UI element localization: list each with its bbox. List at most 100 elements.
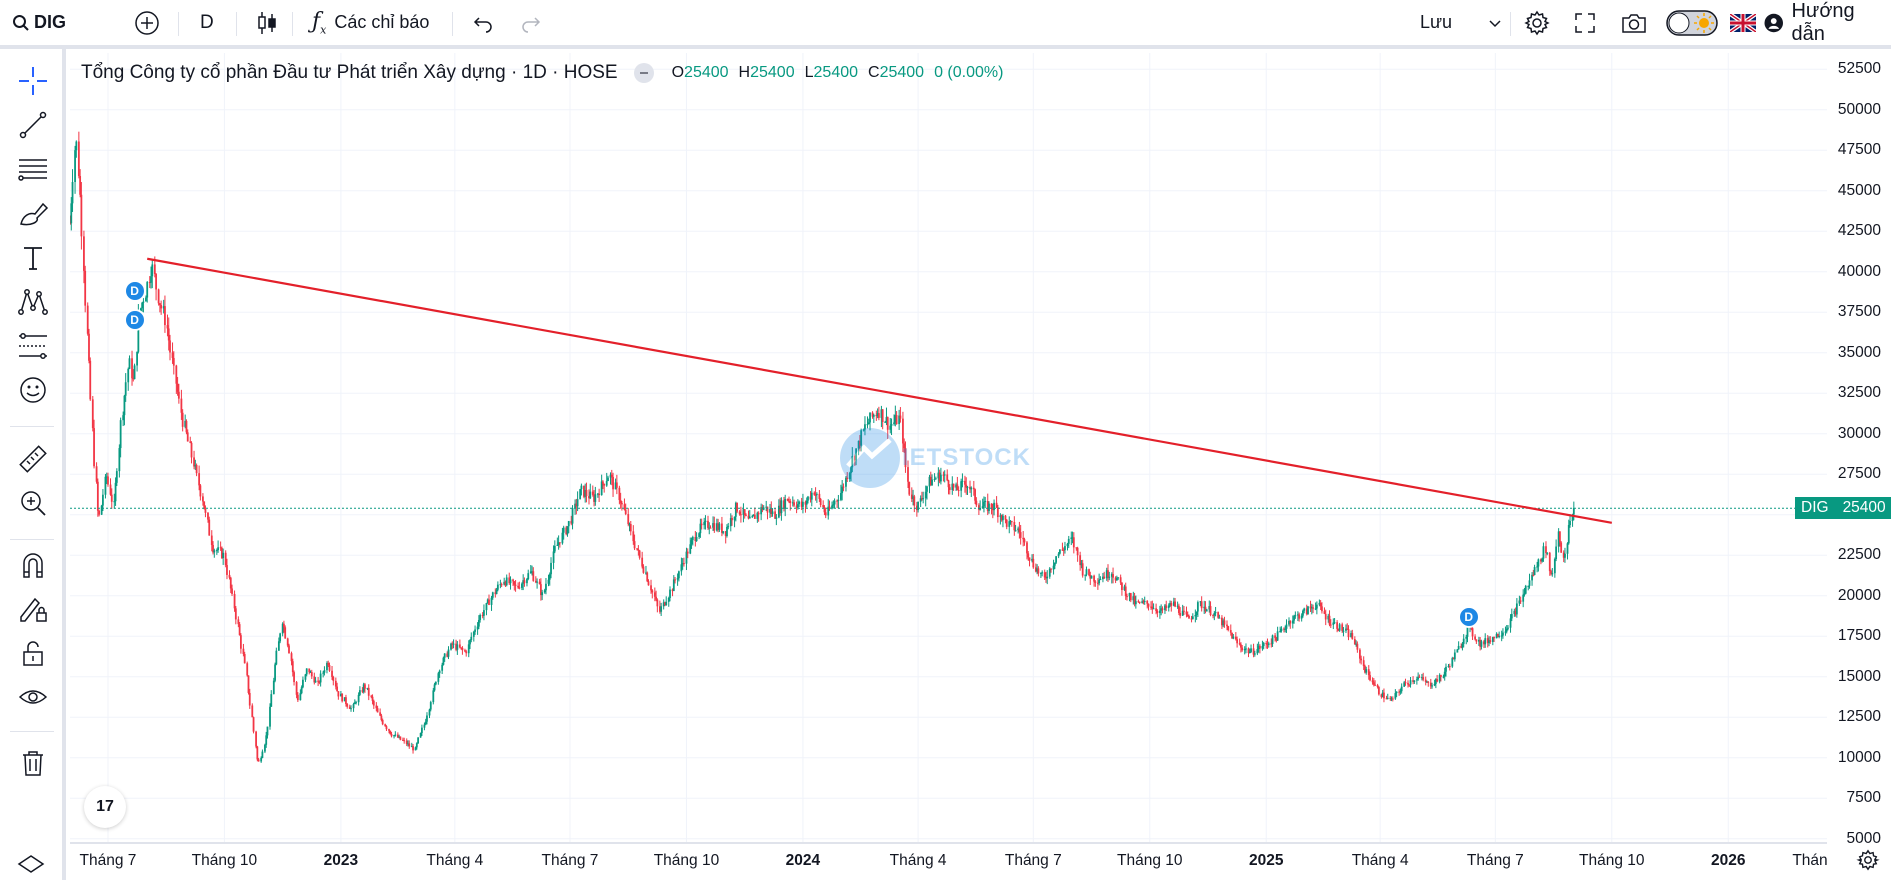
candle-body — [190, 442, 193, 458]
candle-body — [137, 313, 140, 352]
dividend-marker[interactable]: D — [123, 309, 146, 332]
candle-body — [1231, 632, 1233, 639]
candle-body — [1443, 671, 1446, 677]
candle-body — [726, 526, 728, 536]
candle-body — [1385, 698, 1388, 700]
candle-body — [753, 514, 756, 519]
candle-body — [283, 623, 285, 628]
candle-body — [605, 481, 608, 486]
candle-body — [641, 557, 644, 567]
candle-body — [964, 480, 966, 485]
legend-collapse-button[interactable] — [633, 63, 654, 83]
trendline-tool[interactable] — [14, 106, 52, 144]
delete-tool[interactable] — [14, 744, 52, 782]
time-axis[interactable]: Tháng 7 Tháng 10 2023 Tháng 4 Tháng 7 Tháng 1… — [70, 842, 1828, 880]
candle-body — [956, 484, 959, 491]
brush-tool[interactable] — [14, 195, 52, 233]
compare-button[interactable] — [134, 0, 160, 45]
candle-body — [479, 615, 482, 620]
emoji-tool[interactable] — [14, 371, 52, 409]
candle-body — [198, 473, 201, 486]
candle-body — [1169, 603, 1171, 606]
save-button[interactable]: Lưu — [1420, 0, 1502, 45]
theme-toggle[interactable] — [1666, 0, 1718, 45]
crosshair-tool[interactable] — [14, 62, 52, 100]
candle-body — [132, 378, 135, 380]
dividend-marker[interactable]: D — [123, 280, 146, 303]
zoom-tool[interactable] — [14, 484, 52, 522]
candle-body — [70, 203, 73, 224]
fib-tool[interactable] — [14, 151, 52, 189]
price-chart[interactable] — [70, 53, 1827, 842]
candle-body — [1067, 538, 1070, 544]
indicators-button[interactable]: ƒx Các chỉ báo — [312, 0, 429, 45]
candle-body — [940, 474, 942, 482]
candle-body — [840, 493, 842, 500]
lock-all-tool[interactable] — [14, 634, 52, 672]
candle-body — [955, 484, 957, 488]
candle-body — [1489, 640, 1492, 642]
candle-body — [279, 633, 282, 642]
candle-body — [1327, 615, 1330, 620]
tradingview-logo[interactable]: 17 — [84, 786, 126, 828]
candle-body — [1452, 658, 1455, 660]
settings-button[interactable] — [1524, 0, 1550, 45]
candle-body — [343, 697, 346, 702]
interval-button[interactable]: D — [200, 0, 214, 45]
candle-body — [1355, 643, 1358, 645]
screenshot-button[interactable] — [1620, 0, 1648, 45]
candle-body — [1460, 645, 1463, 648]
candle-body — [1010, 521, 1013, 523]
favorites-tool[interactable] — [12, 839, 50, 877]
candle-body — [913, 496, 916, 506]
magnet-tool[interactable] — [14, 546, 52, 584]
text-tool[interactable] — [14, 239, 52, 277]
pattern-tool[interactable] — [14, 283, 52, 321]
candle-body — [1143, 600, 1146, 602]
symbol-search[interactable]: DIG — [12, 0, 66, 45]
chart-pane[interactable] — [70, 53, 1827, 842]
candle-body — [795, 505, 798, 508]
hide-tool[interactable] — [14, 678, 52, 716]
language-button[interactable] — [1730, 0, 1756, 45]
candle-body — [1129, 593, 1132, 601]
chart-type-button[interactable] — [256, 0, 278, 45]
candle-body — [213, 550, 216, 553]
candle-body — [71, 182, 74, 204]
price-axis[interactable]: 52500 50000 47500 45000 42500 40000 37500 35000… — [1827, 53, 1891, 847]
time-tick: 2025 — [1248, 852, 1284, 869]
candle-body — [842, 486, 845, 488]
candle-body — [89, 360, 92, 400]
fullscreen-button[interactable] — [1574, 0, 1596, 45]
axis-settings-icon[interactable] — [1856, 848, 1880, 872]
candle-body — [553, 545, 556, 552]
undo-button[interactable] — [472, 0, 494, 45]
candle-body — [877, 413, 880, 418]
candle-body — [389, 730, 392, 735]
candle-body — [467, 644, 470, 654]
redo-button[interactable] — [520, 0, 542, 45]
lock-drawing-tool[interactable] — [14, 590, 52, 628]
candle-body — [224, 552, 227, 566]
trendline[interactable] — [147, 257, 1613, 524]
candle-body — [1028, 557, 1031, 561]
candle-body — [1429, 682, 1432, 687]
candle-body — [1532, 574, 1535, 576]
candle-body — [222, 552, 225, 559]
candle-body — [815, 493, 818, 495]
candle-body — [407, 743, 409, 745]
dividend-marker[interactable]: D — [1457, 605, 1480, 628]
candle-body — [1147, 603, 1150, 607]
candle-body — [319, 673, 322, 683]
candle-body — [736, 502, 739, 512]
price-tick: 45000 — [1837, 181, 1881, 199]
forecast-tool[interactable] — [14, 327, 52, 365]
candle-body — [1222, 620, 1225, 626]
candle-body — [1085, 569, 1088, 575]
ruler-tool[interactable] — [14, 440, 52, 478]
candle-body — [234, 608, 237, 620]
candle-body — [145, 297, 147, 302]
guide-button[interactable]: Hướng dẫn — [1764, 0, 1891, 45]
candle-body — [853, 456, 856, 461]
candle-body — [562, 527, 565, 533]
